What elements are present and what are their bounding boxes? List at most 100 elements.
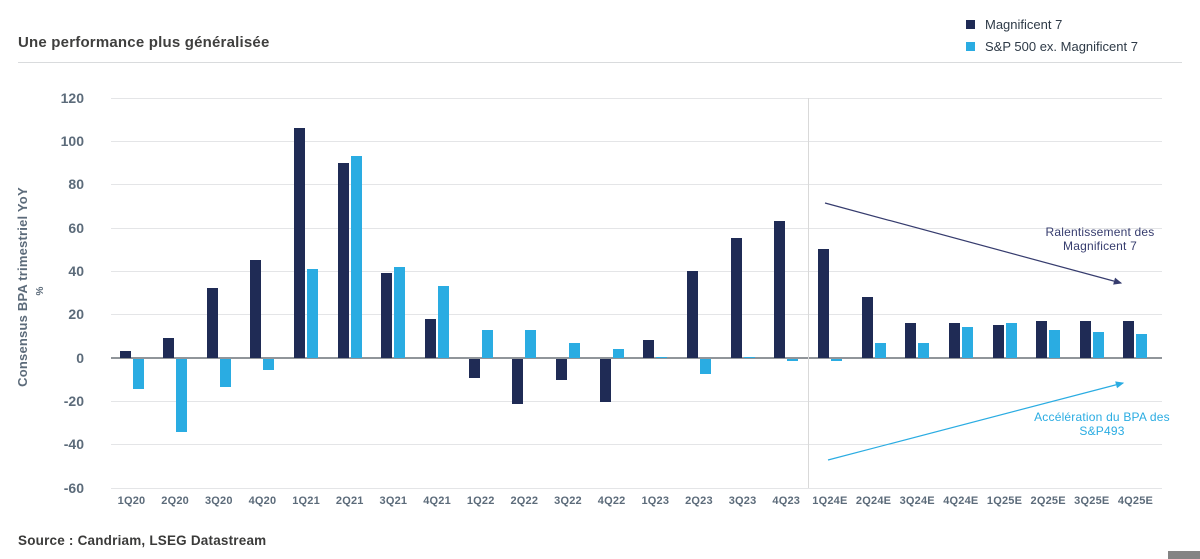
bar-sp500ex-4Q22 — [612, 349, 624, 358]
bar-sp500ex-1Q21 — [307, 268, 319, 358]
legend-item-sp500ex: S&P 500 ex. Magnificent 7 — [966, 35, 1138, 57]
bar-magnificent7-4Q21 — [425, 318, 437, 358]
x-tick-label-3Q20: 3Q20 — [204, 495, 233, 507]
bar-magnificent7-4Q24E — [948, 323, 960, 358]
bar-sp500ex-4Q23 — [787, 358, 799, 361]
bar-sp500ex-3Q20 — [219, 358, 231, 387]
y-tick-label: -20 — [63, 393, 84, 410]
bar-sp500ex-3Q25E — [1092, 331, 1104, 358]
bar-sp500ex-1Q22 — [481, 329, 493, 358]
annotation-sp493-acceleration: Accélération du BPA des S&P493 — [1034, 410, 1170, 438]
x-tick-label-2Q24E: 2Q24E — [855, 495, 892, 507]
y-tick-label: -40 — [63, 436, 84, 453]
bar-sp500ex-4Q20 — [263, 358, 275, 370]
gridline — [111, 227, 1162, 229]
bar-magnificent7-1Q23 — [643, 340, 655, 358]
legend-swatch-navy-icon — [966, 19, 975, 29]
x-tick-label-1Q25E: 1Q25E — [986, 495, 1023, 507]
gridline — [111, 401, 1162, 403]
title-divider — [18, 62, 1182, 63]
bar-sp500ex-2Q21 — [350, 156, 362, 358]
x-tick-label-4Q20: 4Q20 — [248, 495, 277, 507]
source-note: Source : Candriam, LSEG Datastream — [18, 533, 267, 548]
gridline — [111, 140, 1162, 142]
x-tick-label-2Q20: 2Q20 — [161, 495, 189, 507]
y-tick-label: 0 — [76, 349, 84, 366]
legend-item-magnificent7: Magnificent 7 — [966, 13, 1138, 35]
bar-sp500ex-2Q23 — [699, 358, 711, 374]
bar-sp500ex-2Q22 — [525, 329, 537, 358]
y-tick-label: -60 — [63, 479, 84, 496]
x-tick-label-3Q22: 3Q22 — [554, 495, 582, 507]
bar-sp500ex-4Q25E — [1136, 333, 1148, 358]
x-tick-label-3Q23: 3Q23 — [728, 495, 757, 507]
x-tick-label-1Q24E: 1Q24E — [812, 495, 848, 507]
legend-swatch-blue-icon — [966, 41, 975, 51]
bar-magnificent7-3Q23 — [730, 238, 742, 358]
y-tick-label: 80 — [68, 176, 84, 193]
bar-magnificent7-4Q25E — [1123, 320, 1135, 358]
bar-sp500ex-2Q25E — [1049, 329, 1061, 358]
bar-magnificent7-3Q20 — [206, 288, 218, 358]
gridline — [111, 97, 1162, 99]
bar-magnificent7-2Q24E — [861, 296, 873, 358]
x-tick-label-3Q25E: 3Q25E — [1074, 495, 1110, 507]
y-axis-title: Consensus BPA trimestriel YoY — [15, 187, 30, 387]
x-tick-label-1Q20: 1Q20 — [117, 495, 146, 507]
bar-magnificent7-1Q24E — [817, 249, 829, 358]
x-tick-label-1Q23: 1Q23 — [641, 495, 670, 507]
bar-magnificent7-2Q22 — [512, 358, 524, 405]
x-tick-label-4Q22: 4Q22 — [597, 495, 626, 507]
legend-label: Magnificent 7 — [985, 16, 1063, 32]
bar-magnificent7-1Q21 — [294, 127, 306, 358]
y-tick-label: 60 — [68, 219, 84, 236]
bar-sp500ex-3Q21 — [394, 266, 406, 358]
bar-magnificent7-2Q25E — [1036, 320, 1048, 358]
bar-sp500ex-4Q21 — [438, 286, 450, 358]
bar-sp500ex-3Q24E — [918, 342, 930, 358]
x-tick-label-2Q25E: 2Q25E — [1030, 495, 1066, 507]
bar-magnificent7-1Q25E — [992, 325, 1004, 358]
x-tick-label-1Q21: 1Q21 — [292, 495, 320, 507]
bar-magnificent7-1Q22 — [468, 358, 480, 379]
gridline — [111, 270, 1162, 272]
x-axis-zero-line — [111, 356, 1162, 359]
bar-sp500ex-3Q22 — [569, 342, 580, 358]
corner-block — [1168, 551, 1200, 559]
x-tick-label-4Q21: 4Q21 — [423, 495, 451, 507]
x-tick-label-4Q24E: 4Q24E — [943, 495, 979, 507]
y-tick-label: 100 — [60, 132, 84, 149]
bar-sp500ex-2Q20 — [176, 358, 188, 433]
legend-label: S&P 500 ex. Magnificent 7 — [985, 38, 1138, 54]
x-tick-label-4Q25E: 4Q25E — [1117, 495, 1154, 507]
bar-magnificent7-2Q20 — [163, 338, 175, 358]
y-tick-label: 40 — [68, 262, 84, 279]
bar-magnificent7-2Q21 — [337, 162, 349, 358]
bar-magnificent7-4Q23 — [774, 221, 786, 358]
bar-magnificent7-2Q23 — [686, 270, 698, 358]
gridline — [111, 487, 1162, 489]
y-tick-label: 120 — [60, 89, 84, 106]
bar-sp500ex-4Q24E — [961, 327, 973, 358]
x-tick-label-3Q21: 3Q21 — [379, 495, 408, 507]
bar-sp500ex-1Q20 — [132, 358, 144, 390]
x-tick-label-1Q22: 1Q22 — [466, 495, 495, 507]
estimates-divider-line — [808, 97, 810, 488]
bar-sp500ex-1Q23 — [656, 356, 668, 358]
x-tick-label-2Q21: 2Q21 — [335, 495, 364, 507]
bar-magnificent7-3Q21 — [381, 273, 393, 358]
gridline — [111, 314, 1162, 316]
bar-magnificent7-1Q20 — [119, 351, 131, 358]
bar-magnificent7-3Q25E — [1079, 320, 1091, 358]
gridline — [111, 184, 1162, 186]
bar-magnificent7-3Q22 — [556, 358, 567, 381]
bar-magnificent7-4Q20 — [250, 260, 262, 358]
bar-sp500ex-1Q24E — [830, 358, 842, 361]
annotation-magnificent7-slowdown: Ralentissement des Magnificent 7 — [1045, 225, 1155, 253]
chart-legend: Magnificent 7 S&P 500 ex. Magnificent 7 — [966, 13, 1138, 57]
bar-sp500ex-2Q24E — [874, 342, 886, 358]
x-tick-label-3Q24E: 3Q24E — [899, 495, 935, 507]
gridline — [111, 444, 1162, 446]
